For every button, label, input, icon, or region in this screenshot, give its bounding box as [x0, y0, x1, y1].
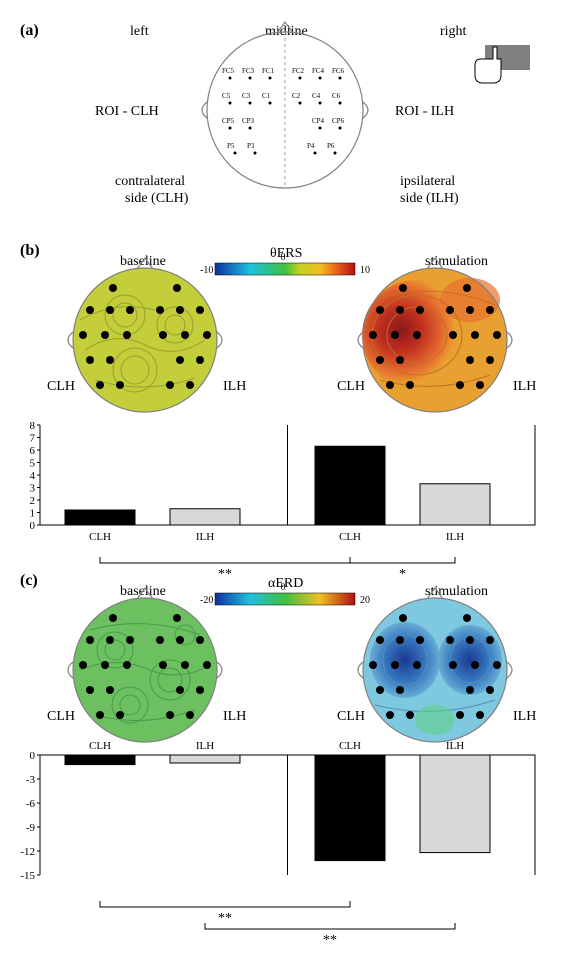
head-schematic: FC5 FC3 FC1 C5 C3 C1 CP5 CP3 P5 P3 FC2 FC4 FC6 C2 C4 C6… [202, 22, 368, 188]
topo-b-stim: CLH ILH [337, 258, 536, 412]
svg-text:0: 0 [281, 252, 286, 263]
svg-text:FC4: FC4 [312, 67, 325, 75]
svg-text:**: ** [218, 567, 232, 582]
svg-text:ILH: ILH [446, 531, 464, 543]
svg-text:-3: -3 [26, 774, 36, 786]
svg-text:-10: -10 [200, 265, 213, 276]
svg-text:αERD: αERD [268, 576, 303, 591]
label-left: left [130, 24, 149, 39]
topo-b-baseline: CLH ILH [47, 258, 246, 412]
svg-text:**: ** [323, 933, 337, 948]
bars-c: 0 -3 -6 -9 -12 -15 CLH ILH CLH ILH ** ** [20, 740, 535, 948]
svg-text:ILH: ILH [223, 379, 246, 394]
svg-text:0: 0 [30, 750, 36, 762]
svg-text:CLH: CLH [339, 531, 361, 543]
svg-text:5: 5 [30, 458, 36, 470]
svg-text:-20: -20 [200, 595, 213, 606]
svg-text:C2: C2 [292, 92, 301, 100]
panel-c-label: (c) [20, 572, 38, 589]
svg-text:*: * [399, 567, 406, 582]
svg-text:P3: P3 [247, 142, 255, 150]
side-ilh-2: side (ILH) [400, 191, 459, 206]
figure: (a) left midline right FC5FC3FC1C5C3C1CP… [10, 10, 557, 952]
svg-text:8: 8 [30, 420, 36, 432]
topo-c-stim: CLH ILH [337, 588, 536, 742]
svg-text:CLH: CLH [47, 709, 75, 724]
svg-text:6: 6 [30, 445, 36, 457]
label-right: right [440, 24, 467, 39]
svg-text:-9: -9 [26, 822, 36, 834]
svg-text:C6: C6 [332, 92, 341, 100]
svg-text:3: 3 [30, 483, 36, 495]
bars-b: 012345678CLHILHCLHILH*** [30, 420, 536, 582]
svg-text:CLH: CLH [89, 531, 111, 543]
svg-text:ILH: ILH [223, 709, 246, 724]
side-ilh-1: ipsilateral [400, 174, 455, 189]
svg-text:P4: P4 [307, 142, 315, 150]
svg-text:CLH: CLH [89, 740, 111, 752]
side-clh-2: side (CLH) [125, 191, 189, 206]
svg-text:C4: C4 [312, 92, 321, 100]
panel-b-title: θERS [270, 246, 302, 261]
svg-text:20: 20 [360, 595, 370, 606]
svg-text:-15: -15 [20, 870, 35, 882]
svg-text:ILH: ILH [196, 531, 214, 543]
svg-text:CP6: CP6 [332, 117, 345, 125]
roi-ilh-label: ROI - ILH [395, 104, 454, 119]
svg-text:C1: C1 [262, 92, 271, 100]
svg-text:stimulation: stimulation [425, 584, 488, 599]
svg-text:-6: -6 [26, 798, 36, 810]
svg-text:P6: P6 [327, 142, 335, 150]
svg-text:1: 1 [30, 508, 36, 520]
svg-text:P5: P5 [227, 142, 235, 150]
svg-text:FC1: FC1 [262, 67, 275, 75]
svg-text:0: 0 [281, 582, 286, 593]
svg-text:FC2: FC2 [292, 67, 305, 75]
hand-icon [475, 45, 530, 83]
svg-text:7: 7 [30, 433, 36, 445]
svg-text:CLH: CLH [337, 709, 365, 724]
svg-text:C5: C5 [222, 92, 231, 100]
roi-clh-label: ROI - CLH [95, 104, 159, 119]
svg-text:CP3: CP3 [242, 117, 255, 125]
panel-b-stim: stimulation [425, 254, 488, 269]
svg-text:FC6: FC6 [332, 67, 345, 75]
svg-text:ILH: ILH [513, 379, 536, 394]
svg-text:CLH: CLH [339, 740, 361, 752]
svg-text:CP4: CP4 [312, 117, 325, 125]
svg-text:ILH: ILH [513, 709, 536, 724]
colorbar-c: -20 0 20 [200, 582, 370, 606]
panel-b: (b) baseline stimulation θERS -10 0 10 C… [20, 242, 536, 582]
svg-text:FC5: FC5 [222, 67, 235, 75]
panel-a-label: (a) [20, 22, 39, 39]
svg-text:C3: C3 [242, 92, 251, 100]
svg-text:**: ** [218, 911, 232, 926]
svg-text:10: 10 [360, 265, 370, 276]
svg-text:ILH: ILH [196, 740, 214, 752]
svg-text:-12: -12 [20, 846, 35, 858]
side-clh-1: contralateral [115, 174, 185, 189]
svg-text:FC3: FC3 [242, 67, 255, 75]
panel-a: (a) left midline right FC5FC3FC1C5C3C1CP… [20, 22, 530, 206]
svg-text:CLH: CLH [337, 379, 365, 394]
svg-text:4: 4 [30, 470, 36, 482]
panel-c: (c) baseline stimulation αERD -20 0 20 C… [20, 572, 536, 948]
colorbar-b: -10 0 10 [200, 252, 370, 276]
svg-text:CP5: CP5 [222, 117, 235, 125]
panel-b-label: (b) [20, 242, 40, 259]
svg-text:ILH: ILH [446, 740, 464, 752]
topo-c-baseline: CLH ILH [47, 588, 246, 742]
svg-text:0: 0 [30, 520, 36, 532]
svg-text:CLH: CLH [47, 379, 75, 394]
svg-text:2: 2 [30, 495, 36, 507]
